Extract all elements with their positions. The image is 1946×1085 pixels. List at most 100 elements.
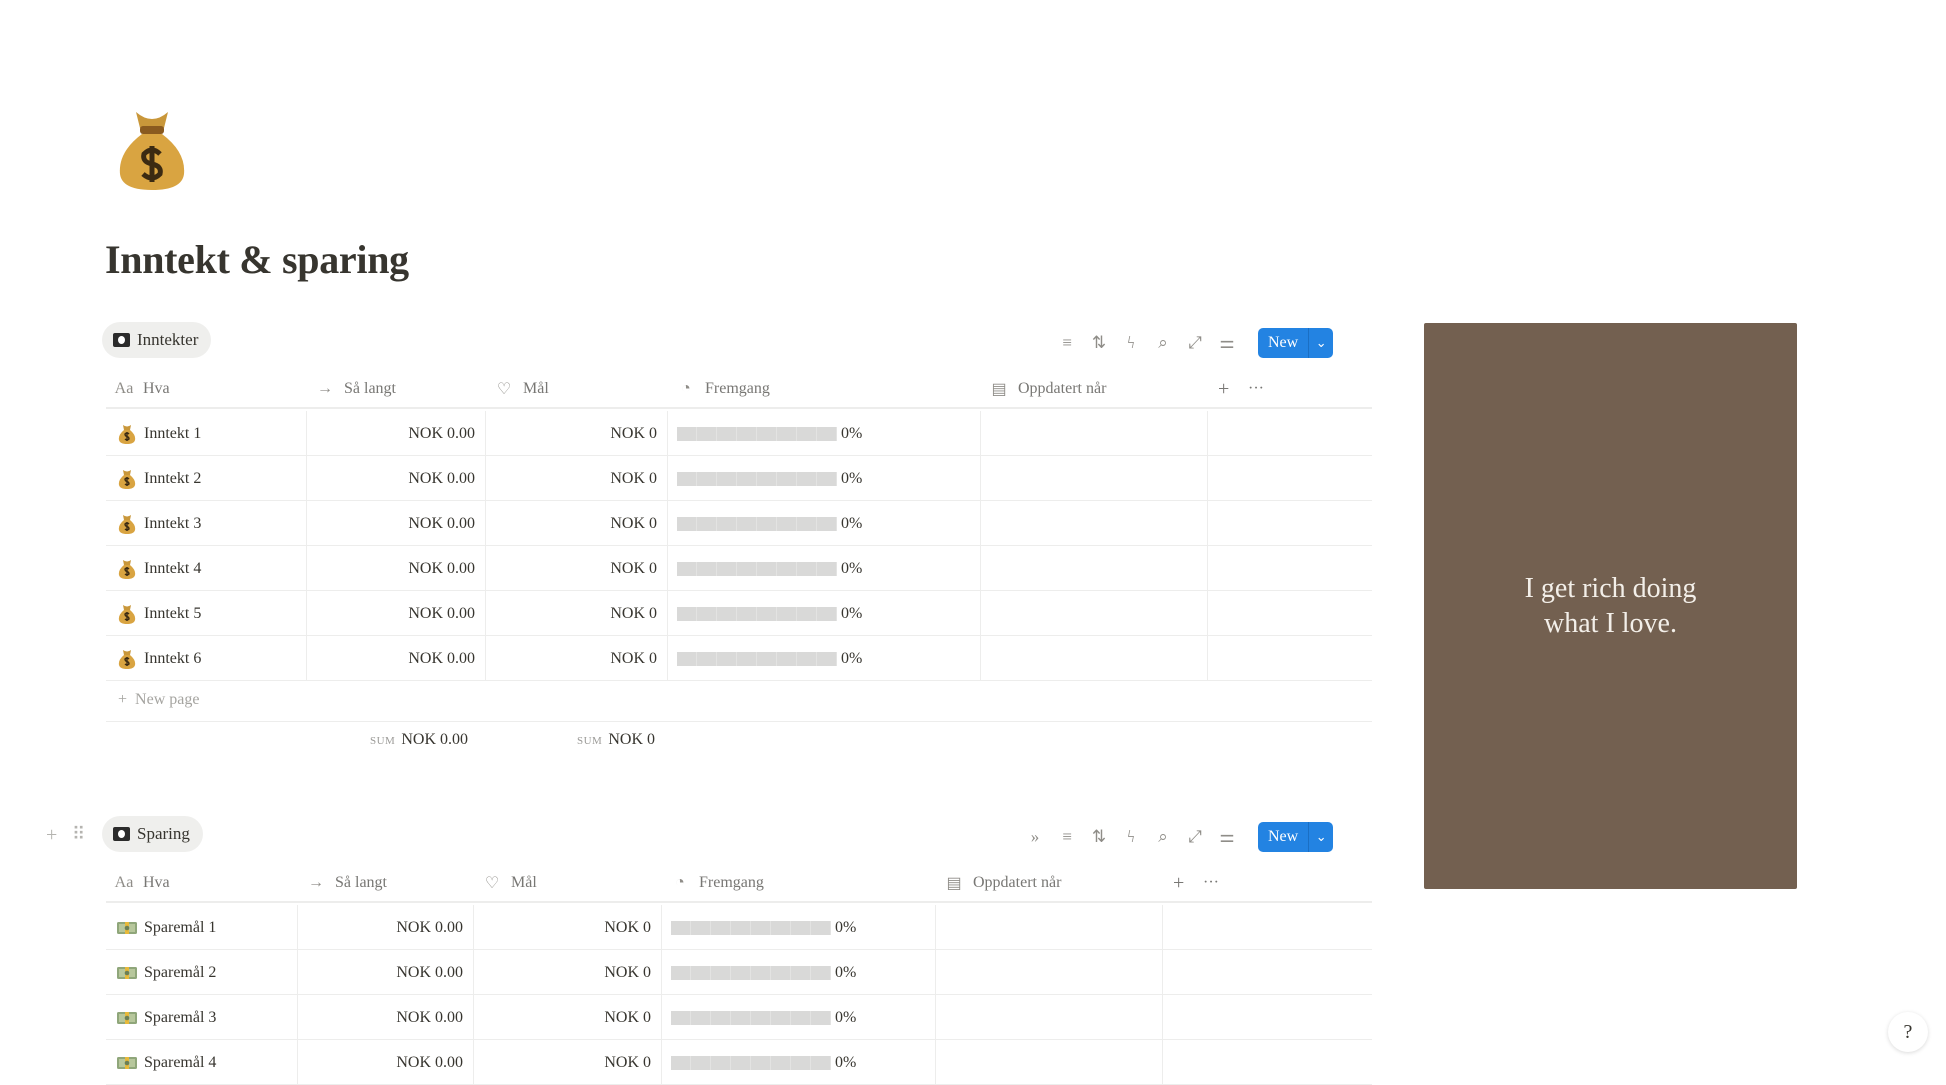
column-header[interactable]: Aa Hva bbox=[114, 369, 170, 409]
add-column-icon[interactable]: + bbox=[1218, 377, 1230, 400]
goal-cell[interactable]: NOK 0 bbox=[486, 411, 668, 456]
goal-cell[interactable]: NOK 0 bbox=[486, 501, 668, 546]
progress-cell[interactable]: 0% bbox=[662, 995, 936, 1040]
goal-cell[interactable]: NOK 0 bbox=[486, 546, 668, 591]
so-far-cell[interactable]: NOK 0.00 bbox=[307, 456, 486, 501]
chevron-down-icon[interactable]: ⌄ bbox=[1315, 829, 1327, 844]
column-header[interactable]: Aa Hva bbox=[114, 863, 170, 903]
database-tab-sparing[interactable]: Sparing bbox=[102, 816, 203, 852]
updated-cell[interactable] bbox=[981, 456, 1208, 501]
name-cell[interactable]: Inntekt 2 bbox=[106, 456, 307, 501]
progress-cell[interactable]: 0% bbox=[668, 411, 981, 456]
progress-cell[interactable]: 0% bbox=[668, 636, 981, 681]
updated-cell[interactable] bbox=[936, 995, 1163, 1040]
progress-cell[interactable]: 0% bbox=[662, 1040, 936, 1085]
so-far-cell[interactable]: NOK 0.00 bbox=[307, 546, 486, 591]
goal-cell[interactable]: NOK 0 bbox=[474, 995, 662, 1040]
so-far-cell[interactable]: NOK 0.00 bbox=[307, 411, 486, 456]
goal-cell[interactable]: NOK 0 bbox=[474, 905, 662, 950]
column-header[interactable]: → Så langt bbox=[306, 863, 387, 903]
new-page-button[interactable]: + New page bbox=[106, 678, 1372, 722]
progress-cell[interactable]: 0% bbox=[668, 546, 981, 591]
row-name[interactable]: Sparemål 2 bbox=[144, 963, 217, 981]
name-cell[interactable]: Inntekt 5 bbox=[106, 591, 307, 636]
updated-cell[interactable] bbox=[936, 1040, 1163, 1085]
so-far-cell[interactable]: NOK 0.00 bbox=[307, 591, 486, 636]
updated-cell[interactable] bbox=[936, 905, 1163, 950]
row-name[interactable]: Inntekt 6 bbox=[144, 649, 202, 667]
double-chevron-right-icon[interactable]: » bbox=[1030, 827, 1040, 846]
expand-icon[interactable]: ⤢ bbox=[1188, 827, 1202, 846]
name-cell[interactable]: Sparemål 3 bbox=[106, 995, 298, 1040]
updated-cell[interactable] bbox=[981, 501, 1208, 546]
new-button[interactable]: New ⌄ bbox=[1258, 822, 1334, 852]
column-header[interactable]: ▤ Oppdatert når bbox=[989, 369, 1106, 409]
table-row[interactable]: Sparemål 2 NOK 0.00 NOK 0 0% bbox=[106, 950, 1372, 995]
row-name[interactable]: Inntekt 5 bbox=[144, 604, 202, 622]
column-header[interactable]: ◔ Fremgang bbox=[676, 369, 770, 409]
goal-cell[interactable]: NOK 0 bbox=[474, 950, 662, 995]
row-name[interactable]: Inntekt 1 bbox=[144, 424, 202, 442]
row-name[interactable]: Inntekt 3 bbox=[144, 514, 202, 532]
so-far-cell[interactable]: NOK 0.00 bbox=[298, 950, 474, 995]
settings-icon[interactable]: ⚌ bbox=[1219, 827, 1235, 846]
row-name[interactable]: Sparemål 4 bbox=[144, 1053, 217, 1071]
name-cell[interactable]: Sparemål 2 bbox=[106, 950, 298, 995]
progress-cell[interactable]: 0% bbox=[662, 950, 936, 995]
name-cell[interactable]: Sparemål 4 bbox=[106, 1040, 298, 1085]
more-options-icon[interactable]: ··· bbox=[1203, 874, 1219, 891]
filter-icon[interactable]: ≡ bbox=[1062, 333, 1072, 352]
row-name[interactable]: Inntekt 2 bbox=[144, 469, 202, 487]
automation-icon[interactable]: ϟ bbox=[1127, 333, 1135, 352]
new-label[interactable]: New bbox=[1258, 822, 1310, 852]
so-far-cell[interactable]: NOK 0.00 bbox=[307, 501, 486, 546]
row-name[interactable]: Inntekt 4 bbox=[144, 559, 202, 577]
column-header[interactable]: ♡ Mål bbox=[482, 863, 537, 903]
search-icon[interactable]: ⌕ bbox=[1158, 333, 1168, 352]
goal-cell[interactable]: NOK 0 bbox=[486, 456, 668, 501]
sort-icon[interactable]: ⇅ bbox=[1091, 333, 1107, 352]
search-icon[interactable]: ⌕ bbox=[1158, 827, 1168, 846]
new-label[interactable]: New bbox=[1258, 328, 1310, 358]
table-row[interactable]: Inntekt 1 NOK 0.00 NOK 0 0% bbox=[106, 411, 1372, 456]
goal-cell[interactable]: NOK 0 bbox=[486, 636, 668, 681]
row-name[interactable]: Sparemål 3 bbox=[144, 1008, 217, 1026]
updated-cell[interactable] bbox=[936, 950, 1163, 995]
name-cell[interactable]: Inntekt 3 bbox=[106, 501, 307, 546]
so-far-cell[interactable]: NOK 0.00 bbox=[307, 636, 486, 681]
so-far-cell[interactable]: NOK 0.00 bbox=[298, 1040, 474, 1085]
name-cell[interactable]: Inntekt 6 bbox=[106, 636, 307, 681]
more-options-icon[interactable]: ··· bbox=[1248, 380, 1264, 397]
goal-cell[interactable]: NOK 0 bbox=[486, 591, 668, 636]
filter-icon[interactable]: ≡ bbox=[1062, 827, 1072, 846]
updated-cell[interactable] bbox=[981, 546, 1208, 591]
table-row[interactable]: Sparemål 4 NOK 0.00 NOK 0 0% bbox=[106, 1040, 1372, 1085]
table-row[interactable]: Sparemål 3 NOK 0.00 NOK 0 0% bbox=[106, 995, 1372, 1040]
add-column-icon[interactable]: + bbox=[1173, 871, 1185, 894]
progress-cell[interactable]: 0% bbox=[668, 591, 981, 636]
so-far-cell[interactable]: NOK 0.00 bbox=[298, 995, 474, 1040]
help-button[interactable]: ? bbox=[1888, 1012, 1928, 1052]
database-tab-inntekter[interactable]: Inntekter bbox=[102, 322, 212, 358]
row-name[interactable]: Sparemål 1 bbox=[144, 918, 217, 936]
sort-icon[interactable]: ⇅ bbox=[1091, 827, 1107, 846]
new-button[interactable]: New ⌄ bbox=[1258, 328, 1334, 358]
so-far-cell[interactable]: NOK 0.00 bbox=[298, 905, 474, 950]
updated-cell[interactable] bbox=[981, 591, 1208, 636]
table-row[interactable]: Inntekt 6 NOK 0.00 NOK 0 0% bbox=[106, 636, 1372, 681]
column-header[interactable]: → Så langt bbox=[315, 369, 396, 409]
drag-handle-icon[interactable]: ⠿ bbox=[72, 824, 86, 844]
name-cell[interactable]: Inntekt 4 bbox=[106, 546, 307, 591]
progress-cell[interactable]: 0% bbox=[668, 501, 981, 546]
chevron-down-icon[interactable]: ⌄ bbox=[1315, 335, 1327, 350]
goal-cell[interactable]: NOK 0 bbox=[474, 1040, 662, 1085]
table-row[interactable]: Sparemål 1 NOK 0.00 NOK 0 0% bbox=[106, 905, 1372, 950]
table-row[interactable]: Inntekt 2 NOK 0.00 NOK 0 0% bbox=[106, 456, 1372, 501]
settings-icon[interactable]: ⚌ bbox=[1219, 333, 1235, 352]
column-header[interactable]: ▤ Oppdatert når bbox=[944, 863, 1061, 903]
table-row[interactable]: Inntekt 4 NOK 0.00 NOK 0 0% bbox=[106, 546, 1372, 591]
expand-icon[interactable]: ⤢ bbox=[1188, 333, 1202, 352]
table-row[interactable]: Inntekt 3 NOK 0.00 NOK 0 0% bbox=[106, 501, 1372, 546]
name-cell[interactable]: Sparemål 1 bbox=[106, 905, 298, 950]
name-cell[interactable]: Inntekt 1 bbox=[106, 411, 307, 456]
